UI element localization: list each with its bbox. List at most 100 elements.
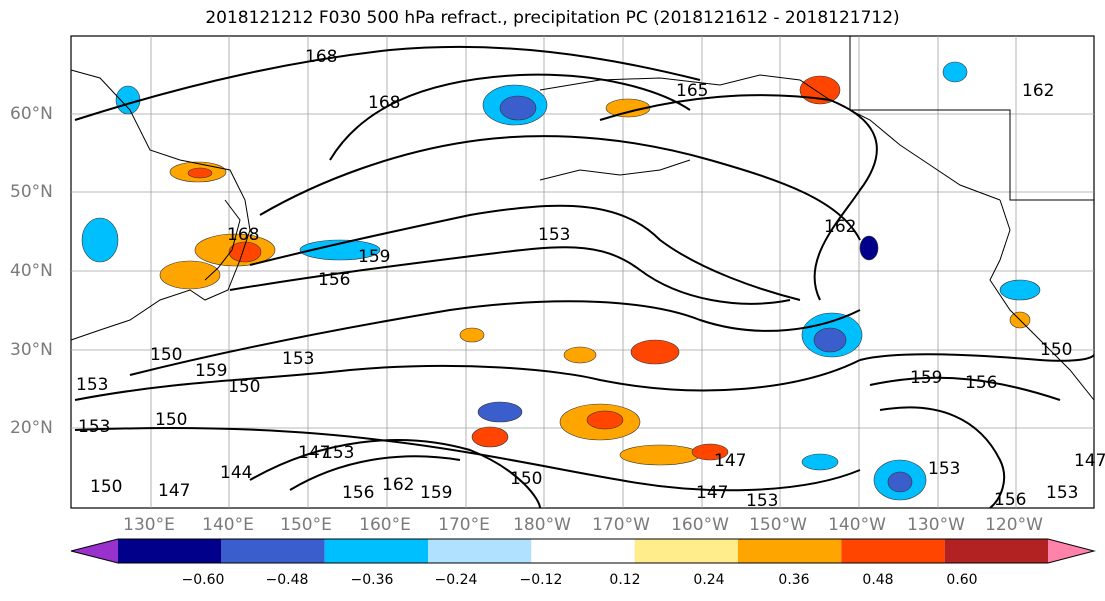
lon-label: 160°W [671,515,729,535]
contour-east-3 [879,406,1006,509]
precip-patch [813,327,847,353]
contour-label: 168 [368,93,400,113]
colorbar-label: −0.24 [434,572,478,588]
contour-east-1 [859,353,1095,362]
contour-168-b [329,73,691,161]
contour-label: 150 [150,345,182,365]
contour-159 [249,204,801,301]
contour-label: 168 [227,225,259,245]
precip-patch [859,235,879,261]
coastline-na [989,199,1095,401]
precip-patch [691,443,729,461]
contour-156 [229,246,791,305]
contour-labels: 168 168 165 162 162 168 159 156 153 150 … [76,47,1105,511]
lon-label: 140°W [828,515,886,535]
coastline-japan [204,199,241,281]
contour-label: 147 [696,483,728,503]
contour-150 [74,359,861,401]
precip-patch [630,339,680,365]
contour-lower-2 [289,455,461,491]
contour-label: 159 [195,361,227,381]
contour-label: 156 [965,373,997,393]
precip-patch [187,167,213,179]
precip-patch [563,346,597,364]
contour-label: 156 [994,490,1026,510]
colorbar-label: 0.24 [693,572,725,588]
colorbar-label: 0.12 [609,572,641,588]
contour-label: 147 [714,451,746,471]
colorbar-segment [428,539,532,563]
lon-label: 170°E [438,515,490,535]
colorbar-label: −0.36 [350,572,394,588]
contour-label: 150 [1040,340,1072,360]
colorbar-label: 0.48 [862,572,894,588]
precip-patch [799,75,841,105]
precip-patch [115,85,141,115]
precip-patch [605,98,651,118]
coastline-asia [70,69,251,341]
contour-lower-1 [249,439,541,509]
colorbar-segment [634,539,738,563]
refractivity-contours [74,45,1095,509]
lat-label-20n: 20°N [10,418,53,438]
lat-label-40n: 40°N [10,261,53,281]
colorbar-segment [738,539,842,563]
contour-label: 159 [420,483,452,503]
contour-label: 156 [318,270,350,290]
contour-label: 156 [342,483,374,503]
lon-label: 150°W [749,515,807,535]
lon-label: 150°E [280,515,332,535]
contour-label: 162 [382,475,414,495]
lon-label: 120°W [985,515,1043,535]
contour-label: 153 [746,491,778,511]
lat-label-30n: 30°N [10,340,53,360]
precip-patch [801,453,839,471]
contour-label: 144 [220,463,252,483]
contour-label: 153 [76,375,108,395]
colorbar-label: −0.60 [181,572,225,588]
contour-label: 159 [358,247,390,267]
contour-label: 153 [928,459,960,479]
contour-label: 168 [305,47,337,67]
precip-patch [471,426,509,448]
precip-patch [586,410,624,430]
contour-label: 153 [538,225,570,245]
colorbar-segment [944,539,1048,563]
lon-label: 130°E [123,515,175,535]
map-title: 2018121212 F030 500 hPa refract., precip… [205,8,900,28]
precip-patch [228,241,262,263]
coastline-alaska [539,74,1001,201]
colorbar-outline [70,538,1096,564]
aleutians [539,159,691,181]
precip-patch [81,217,119,263]
colorbar-label: −0.12 [519,572,563,588]
contour-label: 150 [155,410,187,430]
precip-patch [459,327,485,343]
precip-patch [999,279,1041,301]
colorbar-segment [841,539,945,563]
coastlines [70,36,1095,401]
colorbar-label: 0.36 [778,572,810,588]
precip-patch [619,444,701,466]
coastline-canada [849,36,1094,201]
precip-patch [159,260,221,290]
contour-label: 150 [228,377,260,397]
colorbar-segment [221,539,325,563]
colorbar-label: 0.60 [946,572,978,588]
contour-label: 150 [90,477,122,497]
colorbar-extend-low [71,539,118,563]
lon-label: 160°E [359,515,411,535]
precip-patch [299,239,381,261]
colorbar-extend-high [1048,539,1094,563]
contour-label: 153 [78,417,110,437]
lat-label-60n: 60°N [10,104,53,124]
lon-label: 140°E [202,515,254,535]
contour-label: 147 [158,481,190,501]
colorbar-segment [324,539,428,563]
lon-label: 170°W [592,515,650,535]
contour-label: 153 [1046,483,1078,503]
contour-label: 162 [1022,81,1054,101]
lat-label-50n: 50°N [10,182,53,202]
precip-patch [499,95,537,121]
